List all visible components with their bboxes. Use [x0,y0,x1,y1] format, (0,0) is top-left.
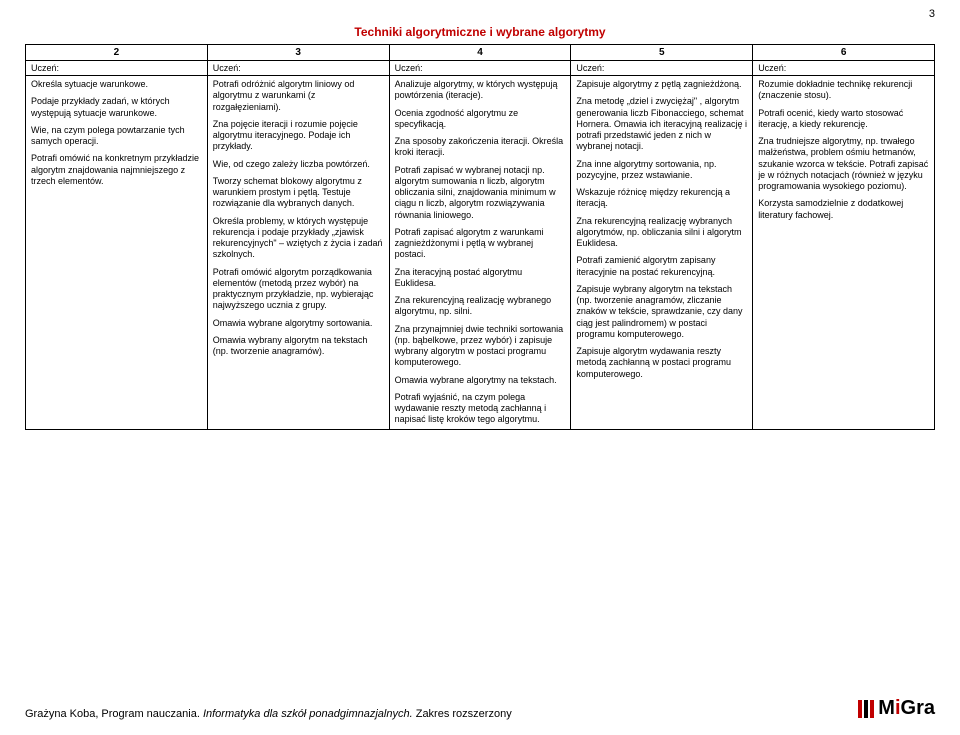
col-header-4: 4 [389,45,571,61]
footer-text: Grażyna Koba, Program nauczania. Informa… [25,708,512,720]
para: Potrafi zapisać algorytm z warunkami zag… [395,227,566,261]
cell-col2: Określa sytuacje warunkowe. Podaje przyk… [26,76,208,430]
para: Zna rekurencyjną realizację wybranych al… [576,216,747,250]
para: Potrafi ocenić, kiedy warto stosować ite… [758,108,929,131]
para: Korzysta samodzielnie z dodatkowej liter… [758,198,929,221]
logo-bar-icon [870,700,874,718]
footer: Grażyna Koba, Program nauczania. Informa… [25,697,935,720]
para: Potrafi zamienić algorytm zapisany itera… [576,255,747,278]
col-header-2: 2 [26,45,208,61]
para: Zna rekurencyjną realizację wybranego al… [395,295,566,318]
para: Zna trudniejsze algorytmy, np. trwałego … [758,136,929,192]
para: Wie, na czym polega powtarzanie tych sam… [31,125,202,148]
para: Zna przynajmniej dwie techniki sortowani… [395,324,566,369]
para: Tworzy schemat blokowy algorytmu z warun… [213,176,384,210]
logo-bars [858,700,874,718]
logo-bar-icon [858,700,862,718]
cell-col4: Analizuje algorytmy, w których występują… [389,76,571,430]
logo-letter: G [901,697,917,719]
logo: MiGra [858,697,935,720]
para: Zna pojęcie iteracji i rozumie pojęcie a… [213,119,384,153]
para: Potrafi zapisać w wybranej notacji np. a… [395,165,566,221]
para: Analizuje algorytmy, w których występują… [395,79,566,102]
para: Zna inne algorytmy sortowania, np. pozyc… [576,159,747,182]
para: Omawia wybrany algorytm na tekstach (np.… [213,335,384,358]
para: Zapisuje wybrany algorytm na tekstach (n… [576,284,747,340]
content-table: 2 3 4 5 6 Uczeń: Uczeń: Uczeń: Uczeń: Uc… [25,44,935,430]
uczen-label: Uczeń: [389,61,571,76]
footer-book: Informatyka dla szkół ponadgimnazjalnych… [203,708,416,720]
para: Zna metodę „dziel i zwyciężaj" , algoryt… [576,96,747,152]
para: Rozumie dokładnie technikę rekurencji (z… [758,79,929,102]
para: Potrafi omówić algorytm porządkowania el… [213,267,384,312]
logo-letter: a [924,697,935,719]
para: Wskazuje różnicę między rekurencją a ite… [576,187,747,210]
logo-letter: r [916,697,924,719]
para: Ocenia zgodność algorytmu ze specyfikacj… [395,108,566,131]
para: Potrafi omówić na konkretnym przykładzie… [31,153,202,187]
logo-bar-icon [864,700,868,718]
uczen-label: Uczeń: [26,61,208,76]
para: Określa sytuacje warunkowe. [31,79,202,90]
footer-scope: Zakres rozszerzony [416,708,512,720]
cell-col3: Potrafi odróżnić algorytm liniowy od alg… [207,76,389,430]
logo-text: MiGra [878,697,935,720]
col-header-3: 3 [207,45,389,61]
uczen-label: Uczeń: [571,61,753,76]
para: Wie, od czego zależy liczba powtórzeń. [213,159,384,170]
section-title: Techniki algorytmiczne i wybrane algoryt… [25,25,935,39]
logo-letter: M [878,697,895,719]
para: Zapisuje algorytm wydawania reszty metod… [576,346,747,380]
para: Omawia wybrane algorytmy na tekstach. [395,375,566,386]
uczen-label: Uczeń: [207,61,389,76]
para: Zna sposoby zakończenia iteracji. Określ… [395,136,566,159]
para: Określa problemy, w których występuje re… [213,216,384,261]
page-number: 3 [929,8,935,20]
col-header-5: 5 [571,45,753,61]
para: Potrafi odróżnić algorytm liniowy od alg… [213,79,384,113]
para: Potrafi wyjaśnić, na czym polega wydawan… [395,392,566,426]
para: Omawia wybrane algorytmy sortowania. [213,318,384,329]
cell-col6: Rozumie dokładnie technikę rekurencji (z… [753,76,935,430]
para: Zna iteracyjną postać algorytmu Euklides… [395,267,566,290]
uczen-label: Uczeń: [753,61,935,76]
col-header-6: 6 [753,45,935,61]
footer-author: Grażyna Koba, Program nauczania. [25,708,203,720]
cell-col5: Zapisuje algorytmy z pętlą zagnieżdżoną.… [571,76,753,430]
para: Zapisuje algorytmy z pętlą zagnieżdżoną. [576,79,747,90]
para: Podaje przykłady zadań, w których występ… [31,96,202,119]
